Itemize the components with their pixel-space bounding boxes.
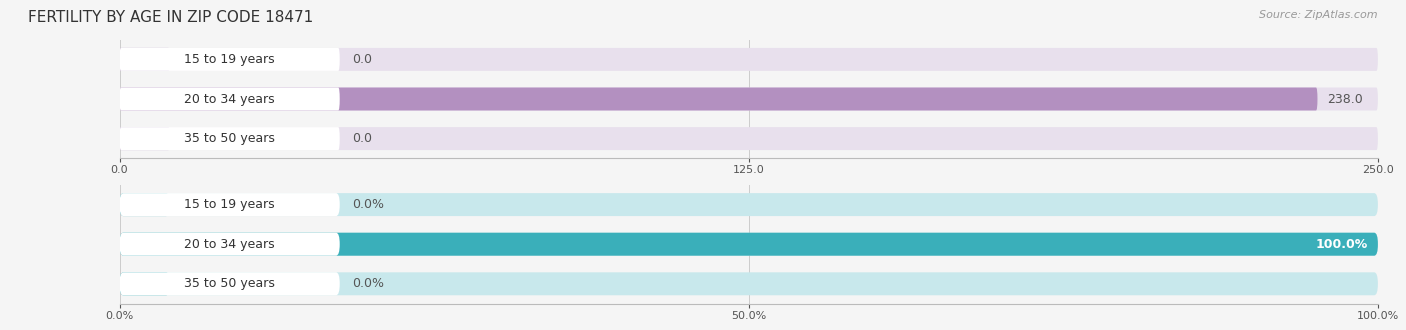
Text: 0.0%: 0.0% [353, 198, 384, 211]
Text: 15 to 19 years: 15 to 19 years [184, 53, 276, 66]
Text: 20 to 34 years: 20 to 34 years [184, 238, 276, 251]
Text: 35 to 50 years: 35 to 50 years [184, 132, 276, 145]
Text: 0.0%: 0.0% [353, 277, 384, 290]
FancyBboxPatch shape [120, 272, 340, 295]
Text: 15 to 19 years: 15 to 19 years [184, 198, 276, 211]
FancyBboxPatch shape [120, 127, 340, 150]
FancyBboxPatch shape [120, 193, 1378, 216]
FancyBboxPatch shape [120, 233, 1378, 256]
Text: Source: ZipAtlas.com: Source: ZipAtlas.com [1260, 10, 1378, 20]
Text: 100.0%: 100.0% [1316, 238, 1368, 251]
FancyBboxPatch shape [120, 272, 170, 295]
FancyBboxPatch shape [120, 48, 340, 71]
FancyBboxPatch shape [120, 233, 340, 256]
FancyBboxPatch shape [120, 87, 1317, 111]
FancyBboxPatch shape [120, 48, 1378, 71]
Text: 0.0: 0.0 [353, 53, 373, 66]
FancyBboxPatch shape [120, 272, 1378, 295]
FancyBboxPatch shape [120, 48, 170, 71]
FancyBboxPatch shape [120, 87, 340, 111]
FancyBboxPatch shape [120, 127, 1378, 150]
FancyBboxPatch shape [120, 193, 170, 216]
Text: FERTILITY BY AGE IN ZIP CODE 18471: FERTILITY BY AGE IN ZIP CODE 18471 [28, 10, 314, 25]
Text: 35 to 50 years: 35 to 50 years [184, 277, 276, 290]
FancyBboxPatch shape [120, 193, 340, 216]
Text: 20 to 34 years: 20 to 34 years [184, 92, 276, 106]
FancyBboxPatch shape [120, 87, 1378, 111]
Text: 0.0: 0.0 [353, 132, 373, 145]
FancyBboxPatch shape [120, 233, 1378, 256]
Text: 238.0: 238.0 [1327, 92, 1364, 106]
FancyBboxPatch shape [120, 127, 170, 150]
